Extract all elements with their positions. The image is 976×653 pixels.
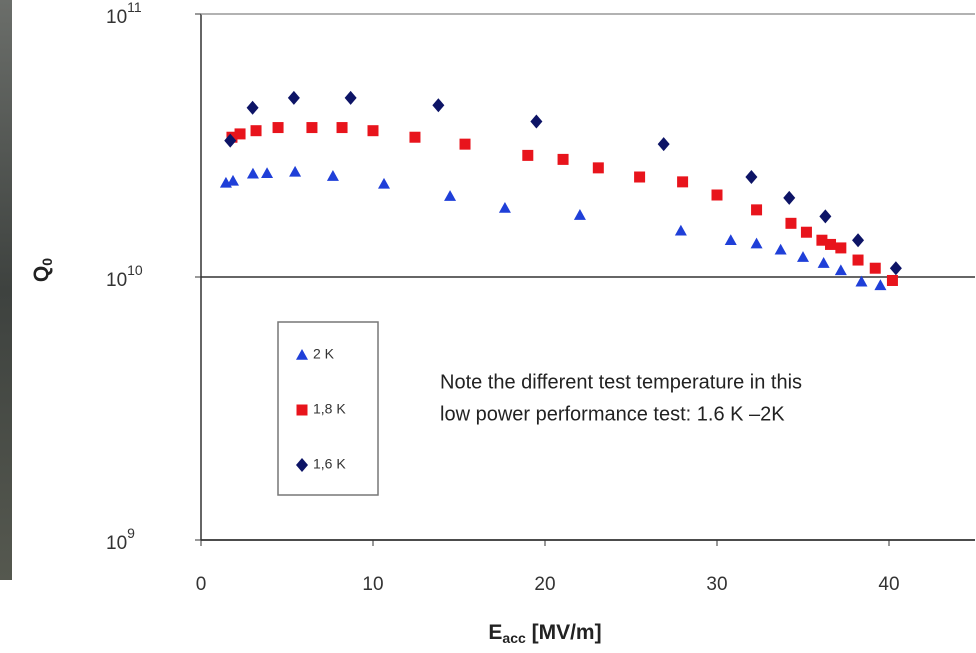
marker-square — [234, 128, 246, 140]
y-tick-exponent: 11 — [127, 0, 142, 15]
y-tick-base: 10 — [106, 533, 127, 554]
marker-square — [367, 125, 379, 137]
marker-square — [677, 176, 689, 188]
marker-square — [592, 162, 604, 174]
x-label-main: E — [488, 621, 502, 644]
y-label-main: Q — [30, 266, 53, 282]
y-tick-label: 1010 — [106, 262, 143, 291]
marker-diamond — [819, 209, 832, 224]
marker-diamond — [344, 90, 357, 105]
marker-square — [634, 171, 646, 183]
marker-triangle — [834, 264, 847, 276]
marker-square — [800, 226, 812, 238]
marker-square — [409, 131, 421, 143]
marker-triangle — [817, 257, 830, 268]
marker-diamond — [296, 458, 308, 472]
marker-triangle — [750, 237, 763, 249]
legend-label: 1,8 K — [313, 401, 346, 417]
x-tick-label: 30 — [706, 574, 727, 595]
marker-triangle — [289, 165, 302, 177]
marker-diamond — [530, 114, 543, 129]
series — [224, 90, 902, 276]
x-label-unit: [MV/m] — [526, 621, 602, 644]
marker-diamond — [889, 261, 902, 276]
y-tick-exponent: 9 — [127, 525, 135, 541]
marker-square — [886, 274, 898, 286]
photo-edge — [0, 0, 12, 580]
y-label-sub: 0 — [39, 258, 55, 266]
marker-diamond — [287, 90, 300, 105]
marker-square — [336, 122, 348, 134]
marker-square — [785, 217, 797, 229]
x-label-sub: acc — [502, 630, 526, 646]
marker-square — [557, 153, 569, 165]
marker-diamond — [657, 137, 670, 152]
marker-square — [272, 122, 284, 134]
marker-triangle — [296, 349, 308, 360]
marker-triangle — [573, 209, 586, 220]
marker-square — [296, 404, 308, 416]
marker-square — [816, 234, 828, 246]
marker-square — [751, 204, 763, 216]
legend-box — [277, 321, 379, 496]
marker-triangle — [874, 279, 887, 291]
y-tick-label: 1011 — [106, 0, 142, 28]
x-tick-label: 20 — [534, 574, 555, 595]
series — [226, 122, 898, 286]
marker-square — [852, 254, 864, 266]
marker-square — [869, 262, 881, 274]
annotation: low power performance test: 1.6 K –2K — [440, 403, 785, 425]
marker-triangle — [378, 177, 391, 189]
x-tick-label: 40 — [878, 574, 899, 595]
marker-triangle — [326, 170, 339, 181]
y-tick-label: 109 — [106, 525, 135, 554]
y-tick-base: 10 — [106, 270, 127, 291]
marker-square — [522, 149, 534, 161]
marker-triangle — [774, 243, 787, 255]
legend-label: 2 K — [313, 346, 335, 362]
marker-triangle — [797, 251, 809, 262]
marker-diamond — [783, 190, 796, 205]
marker-triangle — [246, 167, 259, 179]
y-tick-base: 10 — [106, 7, 127, 28]
marker-diamond — [852, 233, 865, 248]
marker-square — [835, 242, 847, 254]
legend-label: 1,6 K — [313, 456, 346, 472]
marker-triangle — [724, 234, 737, 246]
marker-triangle — [498, 201, 511, 213]
x-tick-label: 10 — [362, 574, 383, 595]
marker-diamond — [432, 98, 445, 113]
x-tick-label: 0 — [196, 574, 207, 595]
marker-square — [825, 238, 837, 250]
x-axis-label: Eacc [MV/m] — [488, 621, 601, 646]
marker-square — [459, 138, 471, 150]
y-tick-exponent: 10 — [127, 262, 143, 278]
marker-triangle — [261, 167, 274, 179]
marker-square — [250, 125, 262, 137]
annotation: Note the different test temperature in t… — [440, 371, 802, 393]
marker-triangle — [444, 190, 457, 201]
marker-diamond — [745, 170, 758, 185]
marker-triangle — [674, 224, 687, 236]
marker-square — [306, 122, 318, 134]
marker-square — [711, 189, 723, 201]
series — [219, 165, 887, 291]
marker-triangle — [855, 275, 868, 287]
y-axis-label: Q0 — [30, 258, 55, 282]
marker-triangle — [226, 174, 239, 186]
marker-diamond — [246, 100, 259, 115]
marker-diamond — [224, 133, 237, 148]
